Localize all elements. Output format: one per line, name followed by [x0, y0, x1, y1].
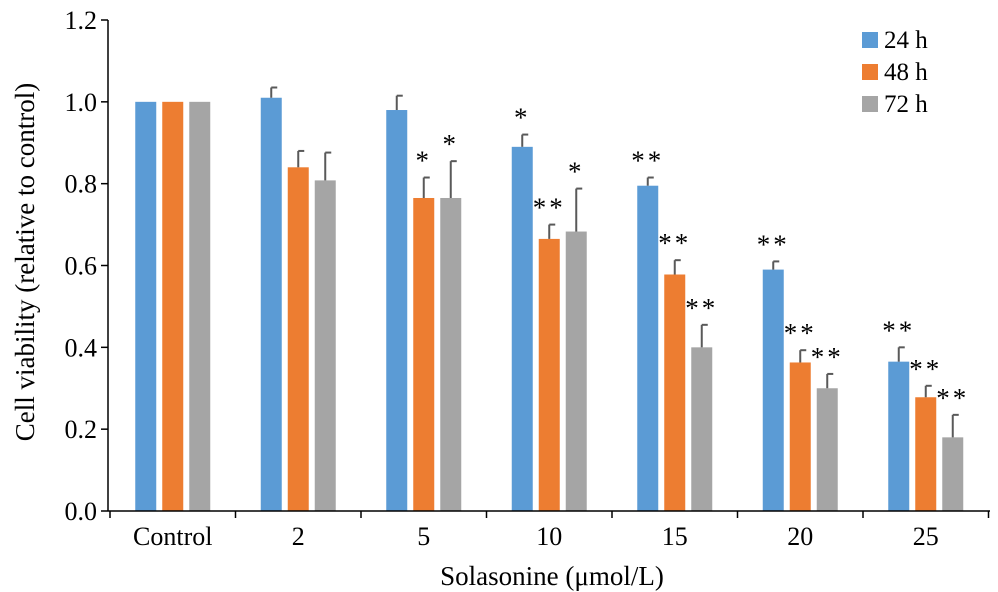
bar [260, 97, 282, 511]
x-tick-label: Control [133, 522, 212, 551]
bar [189, 101, 211, 511]
x-tick-label: 20 [787, 522, 813, 551]
bar [511, 146, 533, 511]
bar [162, 101, 184, 511]
bar [942, 437, 964, 511]
error-bars-layer [270, 86, 959, 438]
bar [762, 269, 784, 511]
y-tick-label: 0.8 [65, 170, 98, 199]
bar [135, 101, 157, 511]
bar [314, 180, 336, 512]
significance-label: ** [685, 293, 718, 323]
significance-labels-layer: ****** ****************** [416, 103, 969, 413]
significance-label: ** [909, 354, 942, 384]
x-tick-label: 10 [536, 522, 562, 551]
significance-label: * [514, 103, 531, 133]
bar [915, 397, 937, 511]
bar [386, 110, 408, 512]
bar [691, 347, 713, 511]
x-tick-label: 2 [292, 522, 305, 551]
y-tick-label: 0.6 [65, 252, 98, 281]
legend-swatch [862, 32, 878, 48]
y-axis-ticks: 0.0 0.2 0.4 0.6 0.8 1.0 1.2 [65, 6, 108, 526]
significance-label: * [416, 146, 433, 176]
legend-swatch [862, 64, 878, 80]
bar [637, 185, 659, 511]
significance-label: ** [757, 229, 790, 259]
bar [565, 231, 587, 511]
y-tick-label: 0.0 [65, 497, 98, 526]
bar [789, 362, 811, 511]
x-tick-label: 5 [417, 522, 430, 551]
bar [664, 274, 686, 511]
y-tick-label: 1.0 [65, 88, 98, 117]
significance-label: ** [882, 315, 915, 345]
bar [413, 197, 435, 512]
significance-label: ** [658, 228, 691, 258]
axes [107, 20, 990, 518]
significance-label: ** [936, 383, 969, 413]
significance-label: ** [631, 146, 664, 176]
significance-label: * [443, 129, 460, 159]
bar [440, 197, 462, 512]
significance-label: ** [811, 342, 844, 372]
x-axis-title: Solasonine (μmol/L) [440, 561, 664, 591]
legend-swatch [862, 96, 878, 112]
significance-label: ** [533, 193, 566, 223]
x-axis-ticks: Control 2 5 10 15 20 25 [133, 522, 939, 551]
y-tick-label: 0.2 [65, 415, 98, 444]
x-tick-label: 15 [662, 522, 688, 551]
bar [816, 388, 838, 511]
bar [287, 167, 309, 512]
y-tick-label: 1.2 [65, 6, 98, 35]
x-tick-label: 25 [913, 522, 939, 551]
legend-label: 72 h [884, 91, 928, 118]
bar [538, 238, 560, 511]
y-axis-title: Cell viability (relative to control) [10, 83, 40, 441]
legend: 24 h 48 h 72 h [862, 27, 928, 118]
y-tick-label: 0.4 [65, 333, 98, 362]
legend-label: 24 h [884, 27, 928, 54]
legend-label: 48 h [884, 59, 928, 86]
bars-layer [135, 97, 964, 512]
significance-label: * [568, 157, 585, 187]
bar [888, 361, 910, 511]
significance-label: ** [784, 318, 817, 348]
